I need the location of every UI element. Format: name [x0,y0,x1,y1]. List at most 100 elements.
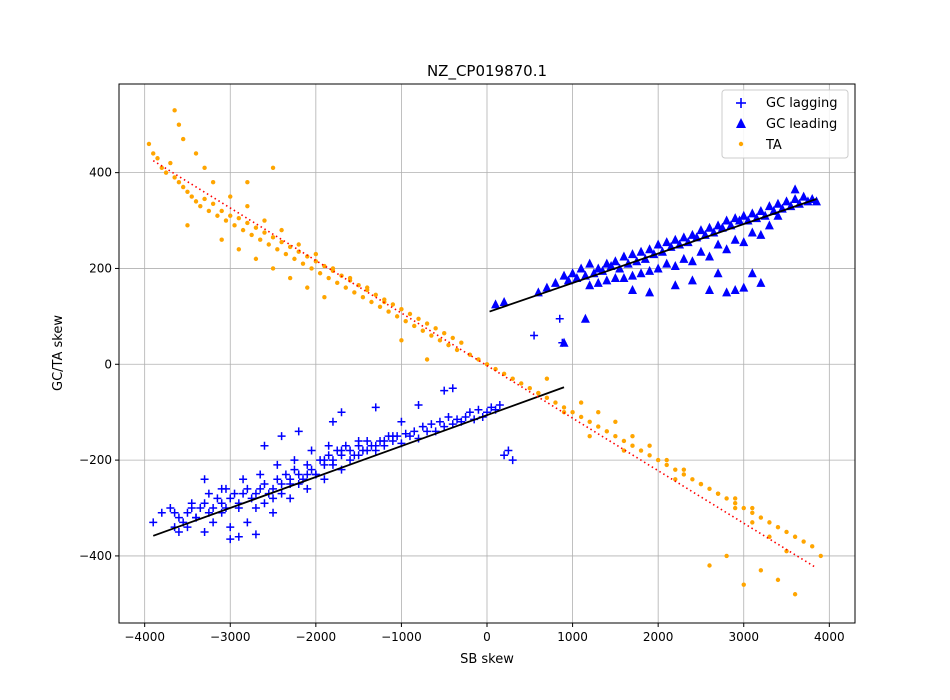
gc-leading-point [563,275,573,285]
gc-leading-point [747,268,757,278]
gc-lagging-point [320,456,329,465]
gc-leading-point [705,251,715,261]
ta-point [587,433,592,439]
gc-leading-point [739,210,749,220]
gc-lagging-point [530,331,539,340]
ta-point [454,347,460,353]
ta-point [775,524,781,530]
gc-lagging-point [388,432,397,441]
gc-lagging-point [251,504,260,513]
ta-point [596,409,601,415]
ta-point [155,156,160,161]
ta-point [578,400,584,405]
gc-lagging-point [435,417,444,426]
ta-point [681,472,687,477]
ta-point [364,285,370,290]
ta-point [399,338,404,343]
gc-lagging-point [204,489,213,498]
ta-point [412,323,417,329]
gc-lagging-point [174,527,183,536]
gc-lagging-point [371,441,380,450]
ta-point [202,196,207,202]
gc-lagging-point [183,508,192,517]
ta-point [390,302,396,307]
gc-leading-point [722,215,732,225]
ta-point [279,239,284,245]
gc-leading-point [662,258,672,268]
gc-lagging-point [346,456,355,465]
gc-leading-point [756,229,766,239]
legend-box [721,89,849,159]
gc-leading-point [705,222,715,232]
ta-point [690,477,695,482]
gc-leading-point [615,263,625,273]
ta-point [305,285,310,290]
ta-point [758,515,764,520]
ta-point [373,292,378,298]
gc-leading-point [705,285,715,295]
ta-point [270,165,276,171]
ta-point [210,180,216,185]
gc-leading-point [670,280,680,290]
gc-leading-point [790,193,800,203]
gc-lagging-point [226,523,235,532]
ta-point [784,548,789,554]
ta-point [275,247,280,252]
ta-point [296,242,301,247]
ta-point [818,553,823,559]
ta-point [245,220,250,226]
ta-point [313,251,319,257]
gc-lagging-point [495,401,504,410]
ta-point [300,261,306,266]
ta-point [698,481,704,487]
ta-point [198,203,203,209]
gc-lagging-point [260,480,269,489]
fit-line-ta [152,159,817,569]
gc-lagging-point [504,446,513,455]
ta-point [283,251,289,257]
ta-point [673,467,678,472]
ta-point [189,194,194,199]
ta-point [638,448,644,453]
ta-point [210,201,216,206]
ta-point [707,486,712,492]
legend: GC lagging GC leading TA [721,89,849,159]
ta-point [253,225,259,230]
gc-lagging-point [269,484,278,493]
ta-point [228,213,233,218]
gc-lagging-point [290,465,299,474]
ta-point [767,534,772,539]
ta-point [403,318,408,324]
gc-lagging-point [260,441,269,450]
gc-leading-point [559,270,569,280]
gc-lagging-point [277,489,286,498]
ta-point [536,390,541,396]
gc-lagging-point [414,401,423,410]
ta-point [750,510,755,516]
gc-leading-point [687,256,697,266]
gc-lagging-point [465,408,474,417]
gc-lagging-point [273,475,282,484]
ta-point [317,271,323,276]
y-tick-label: −200 [79,453,112,467]
ta-point [784,529,789,535]
ta-point [613,419,618,424]
gc-leading-point [610,273,620,283]
gc-lagging-point [174,513,183,522]
ta-point [223,218,229,223]
gc-lagging-point [209,518,218,527]
gc-lagging-point [324,441,333,450]
y-tick-label: 0 [104,357,112,371]
ta-point [394,314,400,319]
ta-point [750,505,755,511]
ta-point [442,330,447,336]
ta-point [561,405,567,410]
gc-lagging-point [294,470,303,479]
gc-leading-point [636,246,646,256]
gc-lagging-point [324,451,333,460]
gc-leading-point [773,198,783,208]
gc-lagging-point [354,451,363,460]
gc-lagging-point [418,422,427,431]
ta-point [741,582,746,587]
ta-point [493,366,498,372]
